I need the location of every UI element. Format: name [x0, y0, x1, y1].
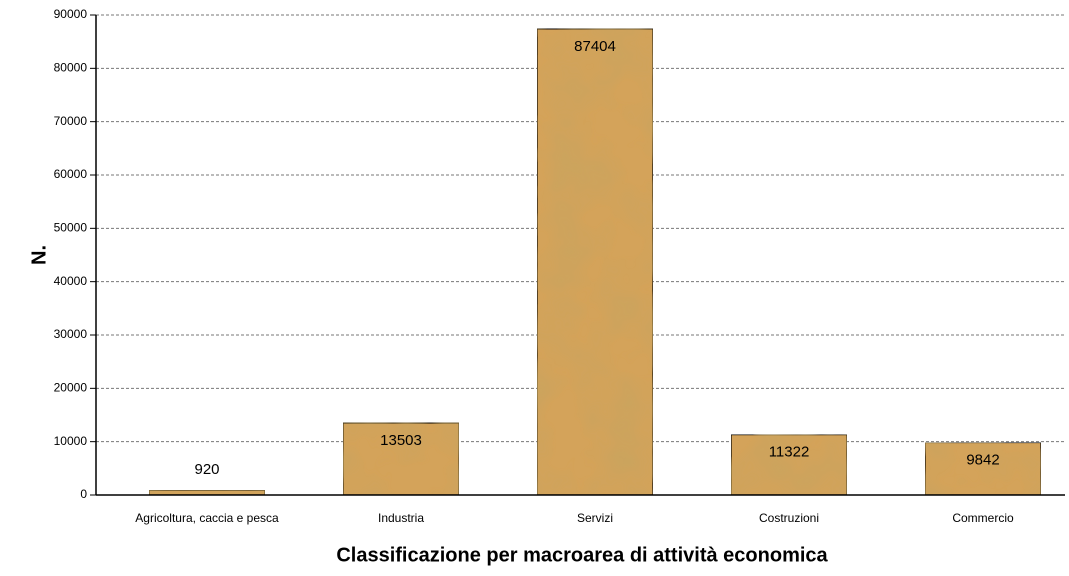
y-tick-label: 10000: [54, 434, 88, 448]
data-label: 920: [194, 461, 219, 478]
x-tick-label: Commercio: [952, 511, 1014, 525]
y-tick-label: 80000: [54, 61, 88, 75]
y-tick-label: 50000: [54, 221, 88, 235]
x-tick-label: Costruzioni: [759, 511, 819, 525]
y-axis-title: N.: [28, 245, 50, 265]
y-tick-label: 70000: [54, 114, 88, 128]
bar: [536, 28, 654, 496]
data-label: 13503: [380, 432, 422, 449]
x-axis-title: Classificazione per macroarea di attivit…: [336, 544, 828, 566]
x-tick-label: Agricoltura, caccia e pesca: [135, 511, 279, 525]
y-tick-label: 40000: [54, 274, 88, 288]
y-tick-label: 20000: [54, 381, 88, 395]
data-label: 11322: [769, 444, 810, 461]
bar: [924, 441, 1042, 496]
y-tick-label: 0: [80, 487, 87, 501]
y-tick-label: 90000: [54, 7, 88, 21]
x-tick-label: Industria: [378, 511, 424, 525]
data-label: 9842: [966, 451, 999, 468]
y-tick-label: 60000: [54, 167, 88, 181]
x-tick-label: Servizi: [577, 511, 613, 525]
data-label: 87404: [574, 38, 616, 55]
y-tick-label: 30000: [54, 327, 88, 341]
